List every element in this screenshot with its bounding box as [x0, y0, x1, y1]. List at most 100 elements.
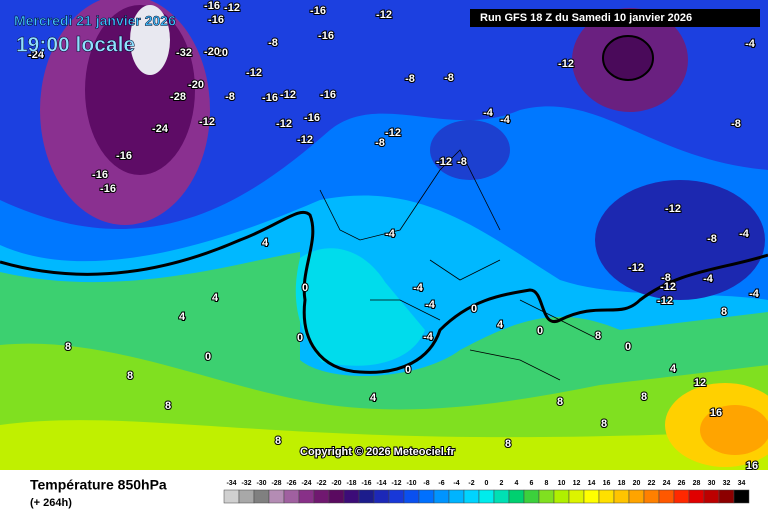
legend-swatch [643, 489, 660, 504]
legend-swatch [433, 489, 450, 504]
contour-label: -32 [176, 47, 192, 59]
contour-label: -16 [208, 14, 224, 26]
legend-label: -4 [453, 480, 459, 487]
legend-label: -32 [241, 480, 251, 487]
legend-swatch [553, 489, 570, 504]
contour-label: -4 [745, 38, 756, 50]
legend-swatch [703, 489, 720, 504]
legend-swatch [268, 489, 285, 504]
legend-swatch [283, 489, 300, 504]
contour-label: -12 [660, 281, 676, 293]
legend-swatch [508, 489, 525, 504]
contour-label: -4 [500, 114, 511, 126]
legend-label: 14 [588, 480, 596, 487]
date: Mercredi 21 janvier 2026 [14, 13, 176, 29]
legend-label: 8 [545, 480, 549, 487]
contour-label: 0 [302, 282, 308, 294]
contour-label: 8 [127, 370, 133, 382]
legend-label: 4 [515, 480, 519, 487]
legend-swatch [238, 489, 255, 504]
contour-label: 0 [205, 351, 211, 363]
contour-label: -24 [152, 123, 169, 135]
contour-label: -24 [28, 49, 45, 61]
map-labels: -16 -12 -16-16 -12-24 -32 -20-8-12-12-8-28-20… [27, 0, 761, 473]
contour-label: -4 [703, 273, 714, 285]
legend-label: -16 [361, 480, 371, 487]
contour-label: -8 [375, 137, 385, 149]
legend-label: -22 [316, 480, 326, 487]
contour-label: 8 [595, 330, 601, 342]
legend-label: 6 [530, 480, 534, 487]
legend-label: -28 [271, 480, 281, 487]
legend-swatch [358, 489, 375, 504]
contour-label: -12 [628, 262, 644, 274]
contour-label: 4 [370, 392, 377, 404]
legend-swatch [658, 489, 675, 504]
legend-label: 22 [648, 480, 656, 487]
copyright: Copyright © 2026 Meteociel.fr [300, 446, 456, 458]
contour-label: -8 [405, 73, 415, 85]
contour-label: -16 [304, 112, 320, 124]
contour-label: -12 [199, 116, 215, 128]
contour-label: -12 [436, 156, 452, 168]
contour-label: -12 [657, 295, 673, 307]
legend-swatch [253, 489, 270, 504]
legend-swatch [313, 489, 330, 504]
contour-label: -8 [268, 37, 278, 49]
contour-label: -8 [444, 72, 454, 84]
legend-label: -8 [423, 480, 429, 487]
legend-label: 32 [723, 480, 731, 487]
contour-label: -8 [457, 156, 467, 168]
contour-label: -4 [749, 288, 760, 300]
legend-label: -12 [391, 480, 401, 487]
contour-label: -8 [731, 118, 741, 130]
cold-tongue [295, 248, 425, 366]
legend-swatch [523, 489, 540, 504]
legend-swatch [718, 489, 735, 504]
legend-label: -10 [406, 480, 416, 487]
contour-label: -4 [739, 228, 750, 240]
contour-label: 16 [710, 407, 722, 419]
contour-label: -16 [100, 183, 116, 195]
contour-label: 4 [262, 237, 269, 249]
legend-label: 0 [485, 480, 489, 487]
legend-label: 2 [500, 480, 504, 487]
contour-label: 12 [694, 377, 706, 389]
contour-label: 0 [625, 341, 631, 353]
legend-swatch [343, 489, 360, 504]
contour-label: -12 [246, 67, 262, 79]
legend-swatch [568, 489, 585, 504]
legend-label: -2 [468, 480, 474, 487]
contour-label: -16 [310, 5, 326, 17]
legend-swatch [673, 489, 690, 504]
legend-swatch [418, 489, 435, 504]
contour-label: -12 [385, 127, 401, 139]
legend-swatch [733, 489, 750, 504]
cold-area [430, 120, 510, 180]
legend-label: 26 [678, 480, 686, 487]
contour-label: -8 [707, 233, 717, 245]
legend-label: 12 [573, 480, 581, 487]
contour-label: -4 [385, 228, 396, 240]
run-info: Run GFS 18 Z du Samedi 10 janvier 2026 [480, 12, 692, 24]
legend-label: 10 [558, 480, 566, 487]
cold-core [602, 35, 654, 81]
legend-swatch [688, 489, 705, 504]
legend-swatch [463, 489, 480, 504]
contour-label: 4 [670, 363, 677, 375]
contour-label: 8 [505, 438, 511, 450]
contour-label: 0 [405, 364, 411, 376]
legend-swatch [328, 489, 345, 504]
contour-label: 16 [746, 460, 758, 472]
legend-label: -20 [331, 480, 341, 487]
contour-label: -12 [224, 2, 240, 14]
legend-label: 34 [738, 480, 746, 487]
legend-label: 18 [618, 480, 626, 487]
contour-label: -12 [297, 134, 313, 146]
contour-label: 4 [212, 292, 219, 304]
map [0, 0, 768, 471]
footer-title: Température 850hPa [30, 477, 167, 493]
legend-label: 30 [708, 480, 716, 487]
contour-label: 8 [165, 400, 171, 412]
